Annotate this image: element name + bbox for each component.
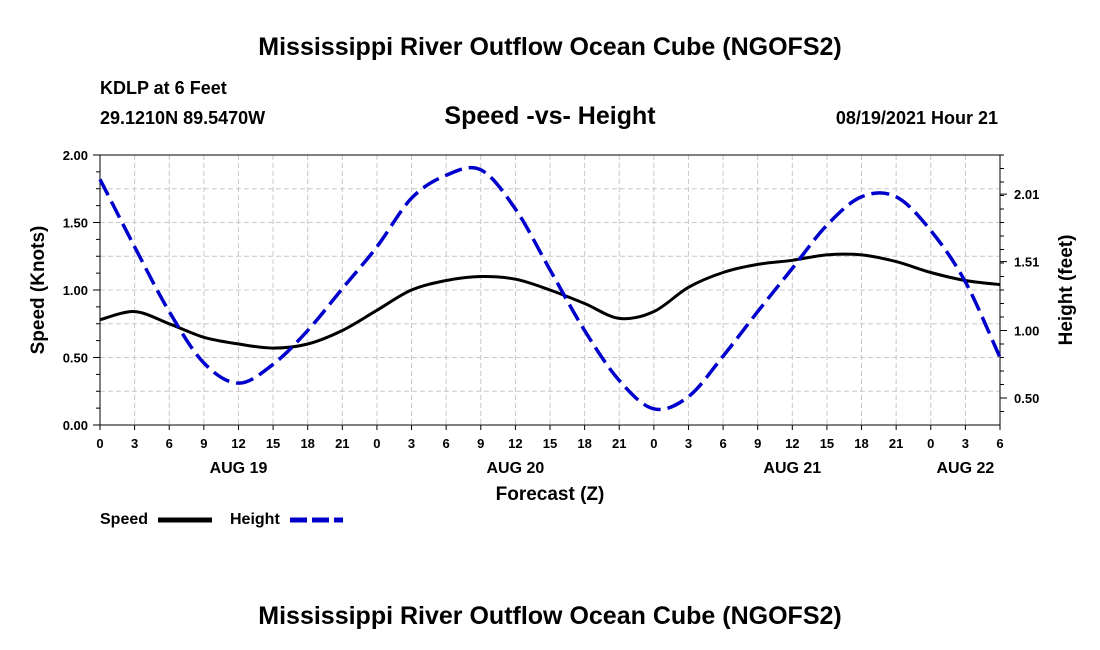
x-day-label: AUG 20 [486, 460, 544, 477]
x-tick-label: 18 [577, 436, 591, 451]
x-tick-label: 12 [231, 436, 245, 451]
series-line-speed [99, 252, 1001, 350]
series-line-height [98, 165, 1002, 412]
legend-label-height: Height [230, 511, 280, 528]
x-tick-label: 12 [785, 436, 799, 451]
x-tick-label: 15 [266, 436, 280, 451]
x-tick-label: 3 [685, 436, 692, 451]
page-title-top: Mississippi River Outflow Ocean Cube (NG… [258, 33, 841, 61]
y-left-tick-label: 1.50 [63, 216, 88, 231]
x-tick-label: 3 [962, 436, 969, 451]
y-axis-right-title: Height (feet) [1056, 235, 1077, 346]
y-left-tick-label: 0.50 [63, 351, 88, 366]
page-title-bottom: Mississippi River Outflow Ocean Cube (NG… [258, 602, 841, 630]
legend: Speed Height [100, 511, 343, 528]
x-tick-label: 6 [166, 436, 173, 451]
x-tick-label: 3 [408, 436, 415, 451]
coordinates-label: 29.1210N 89.5470W [100, 108, 265, 128]
x-day-label: AUG 21 [763, 460, 821, 477]
x-tick-label: 9 [754, 436, 761, 451]
x-tick-label: 9 [477, 436, 484, 451]
y-axis-left-title: Speed (Knots) [28, 226, 49, 355]
x-tick-label: 21 [612, 436, 626, 451]
x-tick-label: 15 [820, 436, 834, 451]
x-tick-label: 9 [200, 436, 207, 451]
x-tick-label: 18 [854, 436, 868, 451]
grid [100, 155, 1000, 425]
y-left-tick-label: 2.00 [63, 148, 88, 163]
x-axis-title: Forecast (Z) [496, 484, 605, 505]
x-day-label: AUG 19 [210, 460, 268, 477]
x-tick-label: 21 [889, 436, 903, 451]
x-day-label: AUG 22 [936, 460, 994, 477]
series [98, 165, 1002, 412]
x-tick-label: 6 [443, 436, 450, 451]
legend-label-speed: Speed [100, 511, 148, 528]
x-tick-label: 6 [719, 436, 726, 451]
x-tick-label: 15 [543, 436, 557, 451]
axes: 0 3 6 9 12 15 18 21 0 3 6 9 12 15 18 21 0 3 6 9 12 15 18 21 0 3 6A… [63, 148, 1040, 477]
station-label: KDLP at 6 Feet [100, 78, 227, 98]
forecast-datetime: 08/19/2021 Hour 21 [836, 108, 998, 128]
y-right-tick-label: 1.51 [1014, 255, 1039, 270]
y-right-tick-label: 0.50 [1014, 391, 1039, 406]
x-tick-label: 12 [508, 436, 522, 451]
x-tick-label: 0 [927, 436, 934, 451]
x-tick-label: 0 [96, 436, 103, 451]
x-tick-label: 6 [996, 436, 1003, 451]
chart-title: Speed -vs- Height [444, 102, 656, 130]
y-left-tick-label: 1.00 [63, 283, 88, 298]
x-tick-label: 21 [335, 436, 349, 451]
x-tick-label: 0 [650, 436, 657, 451]
y-right-tick-label: 1.00 [1014, 324, 1039, 339]
x-tick-label: 3 [131, 436, 138, 451]
x-tick-label: 0 [373, 436, 380, 451]
y-left-tick-label: 0.00 [63, 418, 88, 433]
y-right-tick-label: 2.01 [1014, 187, 1039, 202]
x-tick-label: 18 [300, 436, 314, 451]
